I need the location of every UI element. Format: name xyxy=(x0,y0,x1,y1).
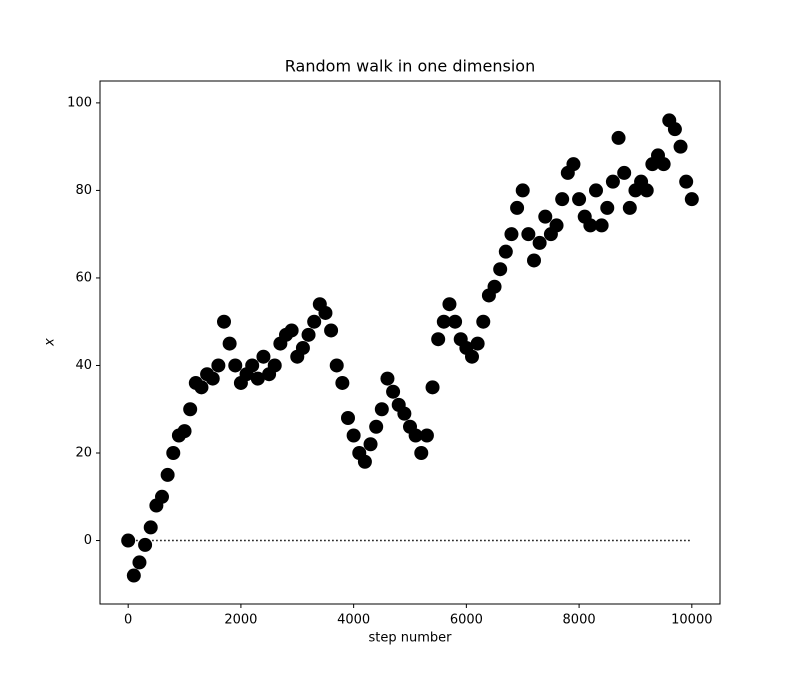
point xyxy=(211,358,226,373)
point xyxy=(132,555,147,570)
y-tick-label: 80 xyxy=(75,183,92,198)
point xyxy=(380,371,395,386)
point xyxy=(425,380,440,395)
point xyxy=(363,437,378,452)
point xyxy=(155,489,169,504)
point xyxy=(295,340,310,355)
x-tick-label: 4000 xyxy=(337,613,370,628)
point xyxy=(341,410,355,425)
point xyxy=(442,297,457,312)
point xyxy=(160,467,175,482)
point xyxy=(476,314,491,329)
point xyxy=(448,314,463,329)
y-axis-label: x xyxy=(43,338,58,347)
point xyxy=(684,192,699,207)
point xyxy=(217,314,231,329)
point xyxy=(138,537,153,552)
point xyxy=(470,336,485,351)
point xyxy=(487,279,502,294)
point xyxy=(250,371,265,386)
point xyxy=(419,428,434,443)
chart-title: Random walk in one dimension xyxy=(285,57,535,76)
point xyxy=(583,218,598,233)
point xyxy=(493,262,508,277)
point xyxy=(284,323,299,338)
point xyxy=(589,183,603,198)
point xyxy=(245,358,260,373)
point xyxy=(611,130,626,145)
y-tick-label: 100 xyxy=(67,95,92,110)
y-tick-label: 40 xyxy=(75,358,92,373)
x-tick-label: 2000 xyxy=(224,613,257,628)
point xyxy=(386,384,401,399)
x-tick-label: 10000 xyxy=(671,613,712,628)
point xyxy=(228,358,243,373)
point xyxy=(515,183,530,198)
point xyxy=(436,314,451,329)
y-tick-label: 0 xyxy=(84,533,92,548)
point xyxy=(301,327,316,342)
point xyxy=(622,200,637,215)
x-tick-label: 8000 xyxy=(563,613,596,628)
point xyxy=(656,157,671,172)
point xyxy=(594,218,609,233)
point xyxy=(329,358,344,373)
point xyxy=(572,192,587,207)
y-tick-label: 20 xyxy=(75,446,92,461)
point xyxy=(166,446,181,461)
point xyxy=(222,336,237,351)
point xyxy=(549,218,564,233)
point xyxy=(267,358,282,373)
x-axis-label: step number xyxy=(369,631,453,646)
point xyxy=(397,406,412,421)
point xyxy=(605,174,620,189)
point xyxy=(600,200,615,215)
point xyxy=(498,244,513,259)
point xyxy=(143,520,158,535)
axes-frame xyxy=(99,80,721,605)
point xyxy=(346,428,361,443)
point xyxy=(335,375,350,390)
point xyxy=(408,428,423,443)
point xyxy=(521,227,536,242)
point xyxy=(527,253,541,268)
x-tick-label: 0 xyxy=(124,613,132,628)
plot-area xyxy=(121,113,699,583)
point xyxy=(504,227,519,242)
point xyxy=(431,332,446,347)
point xyxy=(566,157,581,172)
point xyxy=(510,200,525,215)
point xyxy=(673,139,688,154)
point xyxy=(194,380,209,395)
point xyxy=(555,192,570,207)
point xyxy=(256,349,271,364)
point xyxy=(617,165,632,180)
point xyxy=(307,314,322,329)
point xyxy=(205,371,220,386)
point xyxy=(532,235,547,250)
point xyxy=(414,446,429,461)
x-tick-label: 6000 xyxy=(450,613,483,628)
point xyxy=(538,209,553,224)
point xyxy=(679,174,694,189)
point xyxy=(126,568,141,583)
point xyxy=(318,305,333,320)
y-tick-label: 60 xyxy=(75,270,92,285)
point xyxy=(374,402,389,417)
point xyxy=(357,454,372,469)
point xyxy=(177,424,192,439)
point xyxy=(183,402,198,417)
point xyxy=(369,419,384,434)
point xyxy=(465,349,479,364)
point xyxy=(667,122,682,137)
point xyxy=(639,183,654,198)
point xyxy=(324,323,339,338)
